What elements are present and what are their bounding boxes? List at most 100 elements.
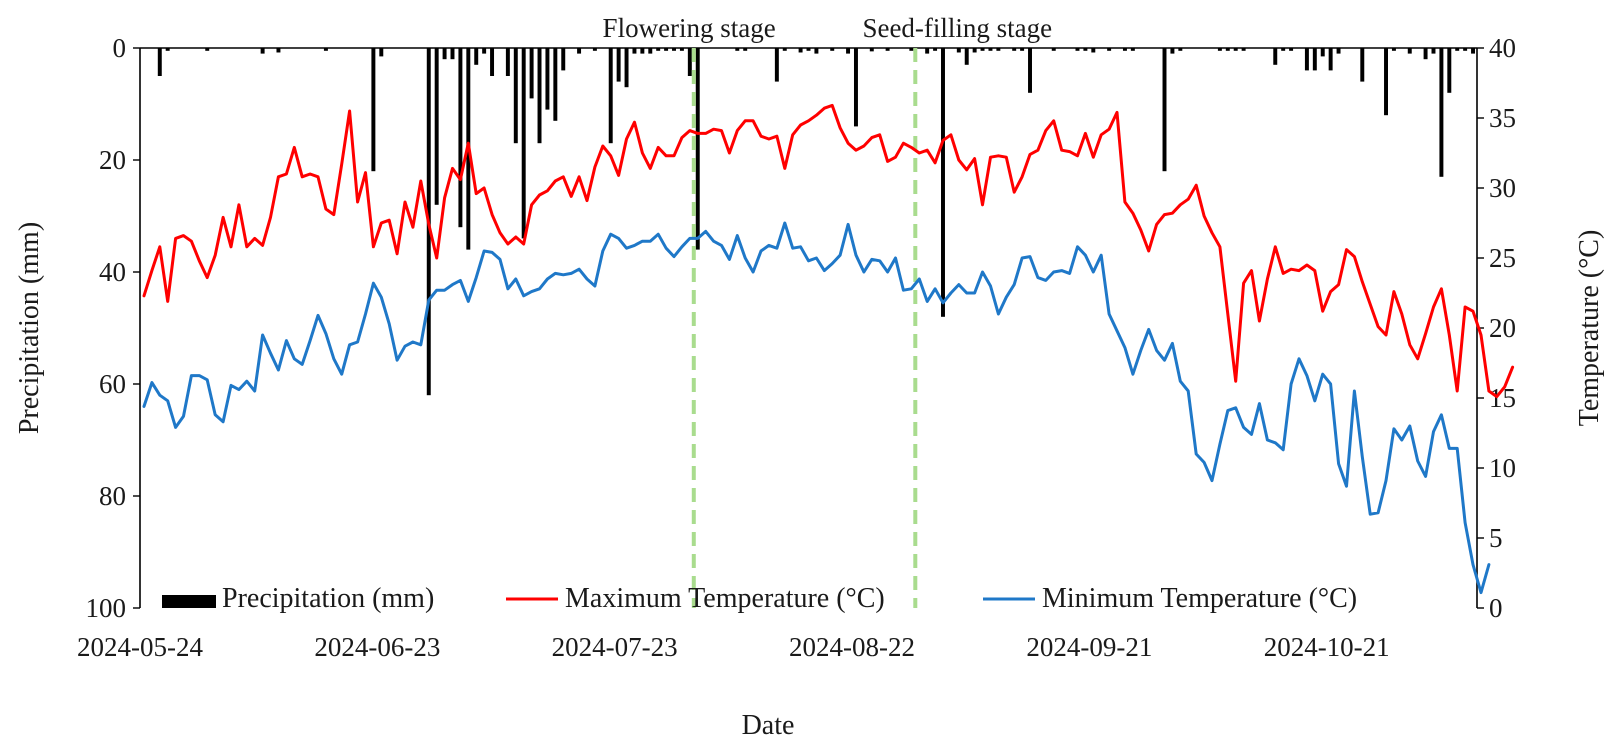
precipitation-bar	[442, 48, 447, 60]
precipitation-bar	[1020, 48, 1025, 51]
precipitation-bar	[648, 48, 653, 54]
precipitation-bar	[1012, 48, 1017, 51]
flowering-stage-label: Flowering stage	[603, 13, 776, 43]
precipitation-bar	[1225, 48, 1230, 51]
precipitation-bar	[1407, 48, 1412, 54]
left-tick-label: 100	[86, 593, 127, 623]
legend-label-min-temp: Minimum Temperature (°C)	[1042, 583, 1357, 614]
precipitation-bar	[830, 48, 835, 51]
precipitation-bar	[1170, 48, 1175, 54]
precipitation-bar	[1241, 48, 1246, 51]
precipitation-bar	[545, 48, 550, 110]
precipitation-bar	[157, 48, 162, 76]
right-axis-title: Temperature (°C)	[1574, 230, 1605, 427]
precipitation-bar	[1463, 48, 1468, 51]
precipitation-bar	[632, 48, 637, 54]
precipitation-bar	[553, 48, 558, 121]
x-tick-label: 2024-09-21	[1026, 632, 1152, 662]
precipitation-bar	[1431, 48, 1436, 54]
precipitation-bar	[1091, 48, 1096, 53]
precipitation-bar	[996, 48, 1001, 51]
legend-swatch-precipitation	[162, 595, 216, 608]
precipitation-bar	[1075, 48, 1080, 51]
precipitation-bar	[980, 48, 985, 51]
precipitation-bar	[798, 48, 803, 53]
right-tick-label: 30	[1489, 173, 1516, 203]
left-tick-label: 20	[99, 145, 126, 175]
precipitation-bar	[608, 48, 613, 144]
left-tick-label: 40	[99, 257, 126, 287]
precipitation-bar	[577, 48, 582, 54]
precipitation-bar	[1336, 48, 1341, 54]
precipitation-bar	[1051, 48, 1056, 51]
legend-label-precipitation: Precipitation (mm)	[222, 583, 434, 614]
precipitation-bar	[964, 48, 969, 65]
precipitation-bar	[616, 48, 621, 82]
precipitation-bar	[165, 48, 170, 51]
x-tick-label: 2024-06-23	[314, 632, 440, 662]
precipitation-bar	[1130, 48, 1135, 51]
precipitation-bar	[561, 48, 566, 71]
right-tick-label: 20	[1489, 313, 1516, 343]
precipitation-bar	[1122, 48, 1127, 51]
precipitation-bar	[743, 48, 748, 51]
precipitation-bar	[1304, 48, 1309, 71]
seed-filling-stage-label: Seed-filling stage	[862, 13, 1052, 43]
precipitation-bar	[505, 48, 510, 76]
precipitation-bar	[664, 48, 669, 51]
precipitation-bar	[687, 48, 692, 76]
legend: Precipitation (mm) Maximum Temperature (…	[162, 583, 1357, 614]
precipitation-bar	[276, 48, 281, 53]
precipitation-bar	[205, 48, 210, 51]
precipitation-bar	[925, 48, 930, 54]
precipitation-bar	[592, 48, 597, 51]
precipitation-bar	[1083, 48, 1088, 51]
precipitation-bar	[521, 48, 526, 239]
precipitation-bar	[1107, 48, 1112, 51]
precipitation-bar	[513, 48, 518, 144]
x-tick-label: 2024-07-23	[552, 632, 678, 662]
precipitation-bar	[1423, 48, 1428, 60]
precipitation-bar	[1233, 48, 1238, 51]
right-tick-label: 40	[1489, 33, 1516, 63]
precipitation-bar	[672, 48, 676, 51]
precipitation-bar	[941, 48, 945, 317]
precipitation-bar	[1439, 48, 1444, 177]
precipitation-bar	[1289, 48, 1294, 51]
precipitation-bar	[656, 48, 661, 51]
precipitation-bar	[529, 48, 534, 99]
precipitation-bar	[814, 48, 819, 54]
precipitation-bar	[735, 48, 740, 51]
precipitation-bar	[1273, 48, 1278, 65]
precipitation-bar	[450, 48, 455, 60]
precipitation-bar	[869, 48, 874, 52]
right-tick-label: 0	[1489, 593, 1503, 623]
precipitation-bar	[774, 48, 779, 82]
precipitation-bar	[1391, 48, 1396, 51]
precipitation-bar	[933, 48, 938, 51]
min-temperature-line	[142, 221, 1491, 595]
precipitation-bar	[846, 48, 851, 54]
precipitation-bar	[490, 48, 495, 76]
precipitation-bar	[1028, 48, 1032, 93]
precipitation-bar	[956, 48, 961, 53]
precipitation-bar	[624, 48, 629, 88]
precipitation-bar	[1384, 48, 1388, 116]
precipitation-bar	[1320, 48, 1325, 57]
precipitation-bar	[1162, 48, 1167, 172]
left-tick-label: 80	[99, 481, 126, 511]
precipitation-bar	[371, 48, 376, 172]
x-tick-label: 2024-08-22	[789, 632, 915, 662]
precipitation-bar	[1471, 48, 1476, 54]
precipitation-bar	[260, 48, 265, 54]
precipitation-bar	[853, 48, 858, 127]
left-tick-label: 0	[113, 33, 127, 63]
left-axis-title: Precipitation (mm)	[14, 222, 45, 434]
precipitation-bar	[474, 48, 479, 65]
x-tick-label: 2024-10-21	[1264, 632, 1390, 662]
precipitation-bar	[1328, 48, 1333, 71]
precipitation-bar	[972, 48, 977, 53]
precipitation-bar	[323, 48, 328, 51]
precipitation-bar	[885, 48, 890, 51]
